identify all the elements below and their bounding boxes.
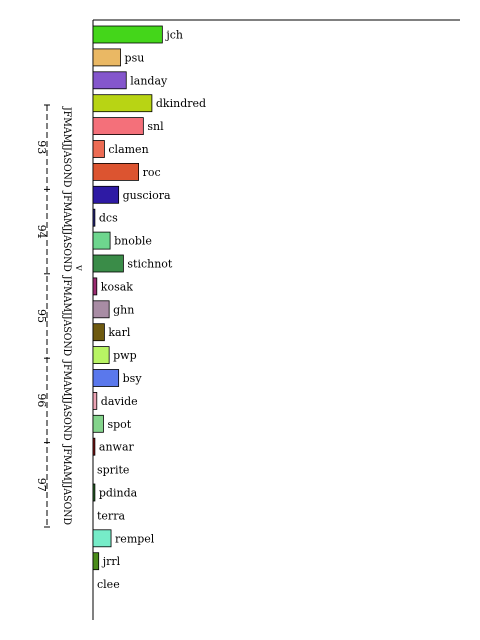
bar-snl bbox=[92, 117, 144, 135]
year-label-97: 97 bbox=[35, 478, 48, 492]
bar-label-psu: psu bbox=[125, 51, 145, 64]
bar-label-gusciora: gusciora bbox=[123, 189, 171, 202]
year-label-93: 93 bbox=[35, 140, 48, 154]
bars bbox=[92, 25, 163, 571]
bar-label-jrrl: jrrl bbox=[101, 555, 121, 568]
year-label-94: 94 bbox=[35, 225, 48, 239]
bar-label-rempel: rempel bbox=[115, 532, 155, 545]
bar-roc bbox=[92, 162, 139, 181]
month-labels-94: JFMAMJJASOND bbox=[61, 190, 72, 271]
year-label-95: 95 bbox=[35, 309, 48, 323]
bar-karl bbox=[92, 323, 105, 342]
bar-bsy bbox=[92, 369, 120, 387]
bar-ghn bbox=[92, 300, 110, 319]
bar-pdinda bbox=[92, 483, 96, 502]
bar-label-pwp: pwp bbox=[113, 349, 136, 362]
bar-label-karl: karl bbox=[108, 326, 130, 339]
bar-dcs bbox=[92, 208, 96, 227]
bar-psu bbox=[92, 48, 121, 67]
bar-pwp bbox=[92, 346, 110, 365]
bar-jrrl bbox=[92, 552, 100, 571]
bar-label-bnoble: bnoble bbox=[114, 235, 152, 248]
bar-label-roc: roc bbox=[143, 166, 161, 179]
bar-davide bbox=[92, 391, 98, 410]
bar-stichnot bbox=[92, 254, 124, 273]
bar-label-clee: clee bbox=[97, 578, 120, 591]
bar-landay bbox=[92, 71, 127, 90]
time-axis-label: v bbox=[73, 264, 84, 271]
bar-clamen bbox=[92, 140, 105, 158]
bar-rempel bbox=[92, 529, 112, 548]
time-axis: JFMAMJJASOND 93 JFMAMJJASOND 94 JFMAMJJASOND… bbox=[35, 104, 84, 528]
bar-label-davide: davide bbox=[101, 395, 138, 408]
bar-label-kosak: kosak bbox=[101, 280, 133, 293]
bar-label-clamen: clamen bbox=[108, 143, 148, 156]
bar-label-dkindred: dkindred bbox=[156, 97, 206, 110]
bar-label-anwar: anwar bbox=[99, 441, 135, 454]
bar-label-snl: snl bbox=[147, 120, 164, 133]
bar-anwar bbox=[92, 437, 96, 456]
bar-label-spot: spot bbox=[107, 418, 131, 431]
bar-kosak bbox=[92, 277, 98, 296]
month-labels-95: JFMAMJJASOND bbox=[61, 275, 72, 356]
bar-label-sprite: sprite bbox=[97, 464, 129, 477]
month-labels-97: JFMAMJJASOND bbox=[61, 444, 72, 525]
bar-label-stichnot: stichnot bbox=[127, 258, 173, 271]
bar-label-landay: landay bbox=[130, 74, 168, 87]
bar-bnoble bbox=[92, 231, 111, 250]
year-label-96: 96 bbox=[35, 393, 48, 407]
bar-jch bbox=[92, 25, 163, 44]
bar-gusciora bbox=[92, 185, 120, 204]
bar-label-pdinda: pdinda bbox=[99, 487, 138, 500]
bar-labels: jch psu landay dkindred snl clamen roc gusciora… bbox=[97, 29, 206, 592]
bar-dkindred bbox=[92, 94, 153, 113]
bar-label-bsy: bsy bbox=[123, 372, 143, 385]
month-labels-96: JFMAMJJASOND bbox=[61, 359, 72, 440]
bar-label-ghn: ghn bbox=[113, 303, 134, 316]
bar-label-terra: terra bbox=[97, 509, 125, 522]
bar-label-dcs: dcs bbox=[99, 212, 118, 225]
bar-spot bbox=[92, 414, 104, 433]
bar-label-jch: jch bbox=[164, 29, 183, 42]
month-labels-93: JFMAMJJASOND bbox=[61, 106, 72, 187]
